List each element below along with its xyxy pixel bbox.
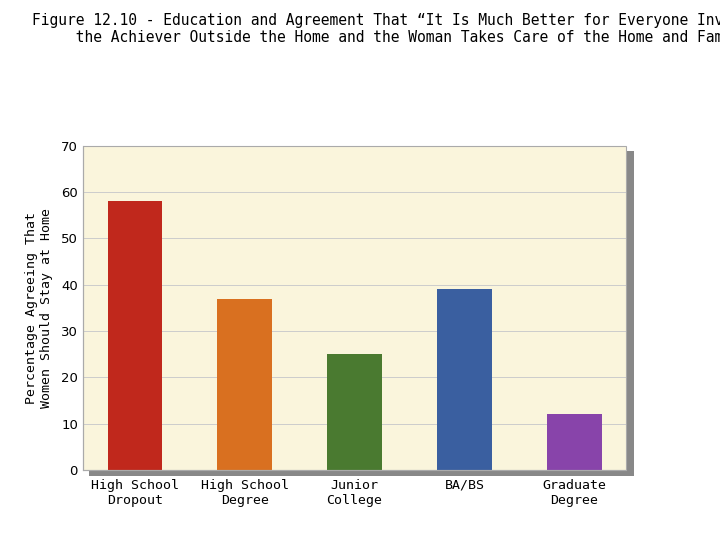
Bar [437,289,492,470]
Bar [546,414,602,470]
Bar [327,354,382,470]
Y-axis label: Percentage Agreeing That
Women Should Stay at Home: Percentage Agreeing That Women Should St… [24,208,53,408]
Text: the Achiever Outside the Home and the Woman Takes Care of the Home and Family”: the Achiever Outside the Home and the Wo… [32,30,720,45]
Bar [217,299,272,470]
Bar [107,201,163,470]
Text: Figure 12.10 - Education and Agreement That “It Is Much Better for Everyone Invo: Figure 12.10 - Education and Agreement T… [32,14,720,29]
